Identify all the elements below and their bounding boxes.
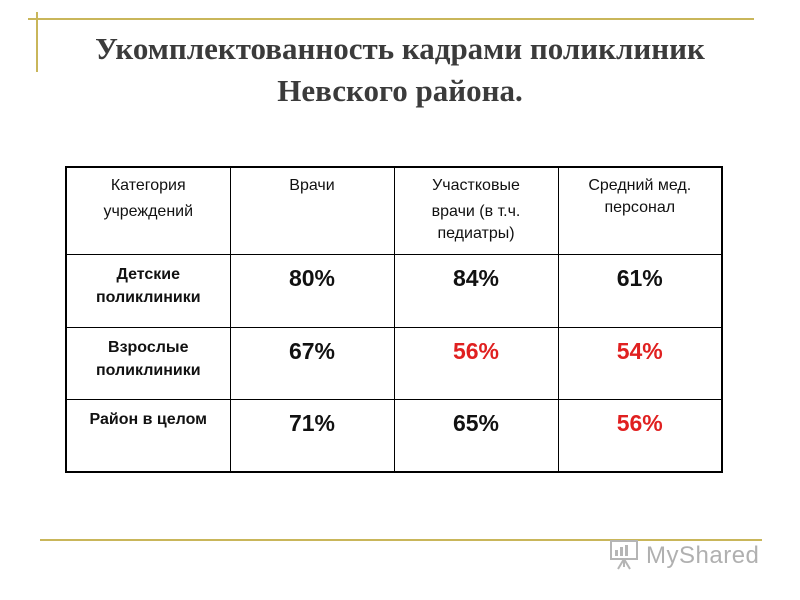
row-label-text: поликлиники [95,361,201,379]
header-text: Средний мед. [588,177,692,194]
table-row: Взрослые поликлиники 67% 56% 54% [65,326,723,400]
myshared-logo: MyShared [608,537,759,575]
row-label-text: Район в целом [89,410,207,428]
table-cell: 65% [393,398,559,473]
presentation-board-icon [608,537,642,576]
table-cell-highlighted: 54% [557,326,723,400]
row-label: Район в целом [65,398,231,473]
row-label-text: поликлиники [95,288,201,306]
header-text: Врачи [289,177,335,194]
header-doctors: Врачи [229,166,395,255]
title-line-2: Невского района. [277,73,523,108]
header-text: персонал [604,199,676,216]
header-text: врачи (в т.ч. [431,203,521,220]
top-divider-line [28,18,754,20]
table-cell: 61% [557,253,723,328]
row-label: Взрослые поликлиники [65,326,231,400]
table-row: Район в целом 71% 65% 56% [65,398,723,473]
bottom-divider-line [40,539,762,541]
table-header-row: Категория учреждений Врачи Участковые вр… [65,166,723,255]
table-cell-highlighted: 56% [557,398,723,473]
staffing-table: Категория учреждений Врачи Участковые вр… [65,166,723,473]
row-label-text: Детские [116,265,181,283]
row-label-text: Взрослые [108,338,189,356]
logo-text: MyShared [646,542,760,569]
table-cell: 71% [229,398,395,473]
title-line-1: Укомплектованность кадрами поликлиник [95,31,705,66]
table-cell-highlighted: 56% [393,326,559,400]
header-text: педиатры) [437,225,515,242]
header-text: Участковые [432,177,520,194]
slide-title: Укомплектованность кадрами поликлиник Не… [50,28,750,112]
header-nurses: Средний мед. персонал [557,166,723,255]
header-text: учреждений [103,203,194,220]
table-row: Детские поликлиники 80% 84% 61% [65,253,723,328]
left-accent-line [36,12,38,72]
header-category: Категория учреждений [65,166,231,255]
row-label: Детские поликлиники [65,253,231,328]
header-text: Категория [110,177,186,194]
header-district-doctors: Участковые врачи (в т.ч. педиатры) [393,166,559,255]
table-cell: 67% [229,326,395,400]
table-cell: 84% [393,253,559,328]
table-cell: 80% [229,253,395,328]
